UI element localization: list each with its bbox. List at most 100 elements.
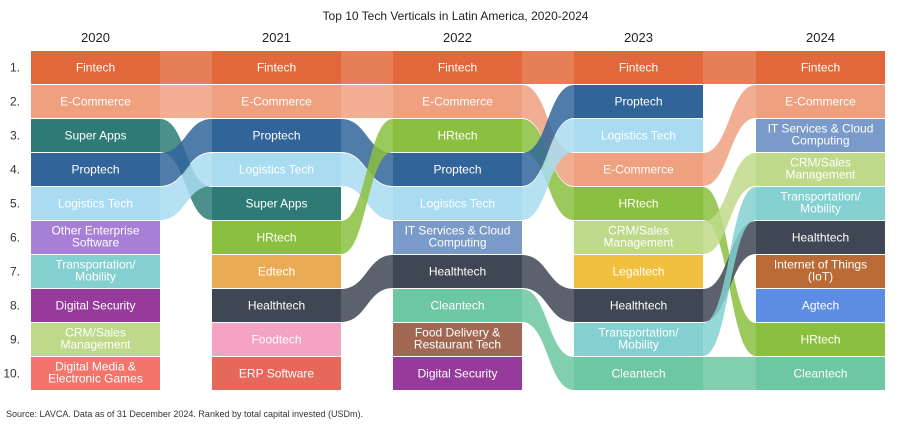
box-healthtech-2022 [393,255,522,288]
box-label-crm-sales-management-2024: CRM/Sales Management [785,156,856,182]
box-label-foodtech-2021: Foodtech [251,333,301,347]
rank-label-10: 10. [3,367,20,381]
flow-proptech-2020-2021 [160,119,212,186]
box-hrtech-2023 [574,187,703,220]
box-agtech-2024 [756,289,885,322]
box-label-crm-sales-management-2020: CRM/Sales Management [60,326,131,352]
box-label-fintech-2020: Fintech [76,61,115,75]
box-edtech-2021 [212,255,341,288]
box-label-logistics-tech-2020: Logistics Tech [58,197,133,211]
box-label-e-commerce-2021: E-Commerce [241,95,312,109]
box-it-services-cloud-computing-2024 [756,119,885,152]
box-legaltech-2023 [574,255,703,288]
box-label-proptech-2021: Proptech [252,129,300,143]
box-fintech-2022 [393,51,522,84]
label-layer: Fintech E-Commerce Super Apps Proptech Logis… [3,30,873,386]
flow-cleantech-2023-2024 [703,357,756,390]
box-label-cleantech-2024: Cleantech [793,367,847,381]
box-other-enterprise-software-2020 [31,221,160,254]
box-label-logistics-tech-2022: Logistics Tech [420,197,495,211]
rank-label-1: 1. [10,61,20,75]
box-label-super-apps-2020: Super Apps [64,129,126,143]
rank-label-6: 6. [10,231,20,245]
box-label-proptech-2020: Proptech [71,163,119,177]
rank-label-8: 8. [10,299,20,313]
box-transportation-mobility-2023 [574,323,703,356]
box-label-healthtech-2022: Healthtech [429,265,486,279]
box-layer [31,51,885,390]
box-crm-sales-management-2024 [756,153,885,186]
box-label-fintech-2024: Fintech [801,61,840,75]
box-label-logistics-tech-2023: Logistics Tech [601,129,676,143]
box-label-proptech-2022: Proptech [433,163,481,177]
box-super-apps-2020 [31,119,160,152]
box-label-fintech-2023: Fintech [619,61,658,75]
box-healthtech-2021 [212,289,341,322]
year-label-2022: 2022 [443,30,472,45]
box-label-transportation-mobility-2023: Transportation/Mobility [598,326,679,352]
box-fintech-2023 [574,51,703,84]
box-fintech-2024 [756,51,885,84]
flow-e-commerce-2023-2024 [703,85,756,186]
rank-label-5: 5. [10,197,20,211]
box-label-e-commerce-2024: E-Commerce [785,95,856,109]
box-logistics-tech-2020 [31,187,160,220]
flow-e-commerce-2021-2022 [341,85,393,118]
box-label-hrtech-2022: HRtech [437,129,477,143]
box-e-commerce-2021 [212,85,341,118]
box-label-agtech-2024: Agtech [802,299,839,313]
box-label-proptech-2023: Proptech [614,95,662,109]
box-crm-sales-management-2023 [574,221,703,254]
box-label-erp-software-2021: ERP Software [239,367,314,381]
box-digital-security-2022 [393,357,522,390]
box-logistics-tech-2022 [393,187,522,220]
flow-fintech-2020-2021 [160,51,212,84]
box-e-commerce-2020 [31,85,160,118]
box-label-hrtech-2021: HRtech [256,231,296,245]
box-logistics-tech-2023 [574,119,703,152]
rank-label-3: 3. [10,129,20,143]
box-crm-sales-management-2020 [31,323,160,356]
box-cleantech-2022 [393,289,522,322]
box-label-e-commerce-2022: E-Commerce [422,95,493,109]
box-label-super-apps-2021: Super Apps [245,197,307,211]
box-transportation-mobility-2024 [756,187,885,220]
box-hrtech-2024 [756,323,885,356]
flow-healthtech-2022-2023 [522,255,574,322]
flow-hrtech-2021-2022 [341,119,393,254]
box-label-other-enterprise-software-2020: Other Enterprise Software [51,224,139,250]
flow-crm-sales-management-2023-2024 [703,153,756,254]
box-label-hrtech-2023: HRtech [618,197,658,211]
year-label-2021: 2021 [262,30,291,45]
box-label-it-services-cloud-computing-2022: IT Services & Cloud Computing [405,224,511,250]
box-e-commerce-2024 [756,85,885,118]
rank-label-4: 4. [10,163,20,177]
box-label-transportation-mobility-2020: Transportation/Mobility [55,258,136,284]
flow-proptech-2021-2022 [341,119,393,186]
box-label-edtech-2021: Edtech [258,265,295,279]
flow-proptech-2022-2023 [522,85,574,186]
chart-title: Top 10 Tech Verticals in Latin America, … [322,9,589,23]
box-label-e-commerce-2023: E-Commerce [603,163,674,177]
box-digital-media-electronic-games-2020 [31,357,160,390]
flow-cleantech-2022-2023 [522,289,574,390]
rank-label-2: 2. [10,95,20,109]
rank-label-7: 7. [10,265,20,279]
box-proptech-2023 [574,85,703,118]
box-label-cleantech-2022: Cleantech [430,299,484,313]
box-proptech-2022 [393,153,522,186]
box-label-healthtech-2021: Healthtech [248,299,305,313]
box-fintech-2021 [212,51,341,84]
box-label-cleantech-2023: Cleantech [611,367,665,381]
box-logistics-tech-2021 [212,153,341,186]
box-label-digital-media-electronic-games-2020: Digital Media & Electronic Games [48,360,143,386]
box-proptech-2021 [212,119,341,152]
box-it-services-cloud-computing-2022 [393,221,522,254]
box-label-legaltech-2023: Legaltech [612,265,664,279]
box-label-crm-sales-management-2023: CRM/Sales Management [603,224,674,250]
box-label-transportation-mobility-2024: Transportation/Mobility [780,190,861,216]
flow-logistics-tech-2020-2021 [160,153,212,220]
box-super-apps-2021 [212,187,341,220]
flow-layer [160,51,756,390]
